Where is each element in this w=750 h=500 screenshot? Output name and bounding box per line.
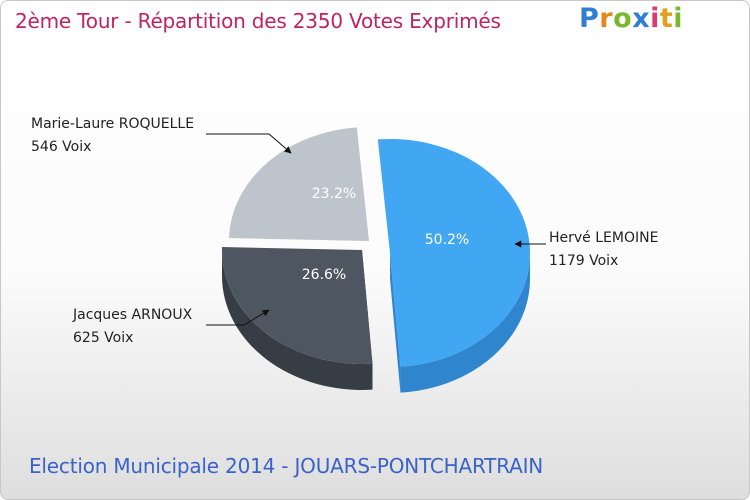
logo-letter: x xyxy=(632,3,651,34)
logo-letter: o xyxy=(613,3,633,34)
pie-slice-top xyxy=(377,138,531,367)
pie-slices xyxy=(222,127,531,393)
vote-count-label: 625 Voix xyxy=(73,330,133,346)
chart-title: 2ème Tour - Répartition des 2350 Votes E… xyxy=(15,9,501,33)
pie-slice-side xyxy=(400,253,530,393)
vote-count-label: 546 Voix xyxy=(31,139,91,155)
logo-letter: i xyxy=(673,3,684,34)
logo-letter: P xyxy=(579,3,600,34)
logo-letter: t xyxy=(659,3,674,34)
pie-slice xyxy=(377,138,531,393)
pie-slice-top xyxy=(222,247,373,364)
pie-slice-top xyxy=(229,127,369,241)
percent-label: 26.6% xyxy=(302,267,346,283)
callout-arrow xyxy=(206,133,292,154)
vote-count-label: 1179 Voix xyxy=(549,253,618,269)
callout-arrow xyxy=(206,309,270,326)
chart-subtitle: Election Municipale 2014 - JOUARS-PONTCH… xyxy=(29,454,544,478)
proxiti-logo: Proxiti xyxy=(579,3,683,43)
candidate-name-label: Hervé LEMOINE xyxy=(549,230,658,246)
logo-letter: i xyxy=(650,3,660,34)
pie-slice-edge xyxy=(390,253,401,393)
percent-label: 50.2% xyxy=(425,232,469,248)
candidate-name-label: Jacques ARNOUX xyxy=(72,307,193,323)
pie-slice xyxy=(229,127,369,241)
pie-labels: 50.2% Hervé LEMOINE 1179 Voix 26.6% Jacques … xyxy=(31,116,658,346)
candidate-name-label: Marie-Laure ROQUELLE xyxy=(31,116,194,132)
percent-label: 23.2% xyxy=(312,186,356,202)
pie-slice-side xyxy=(222,250,373,390)
pie-slice xyxy=(222,247,373,390)
logo-letter: r xyxy=(599,3,614,34)
